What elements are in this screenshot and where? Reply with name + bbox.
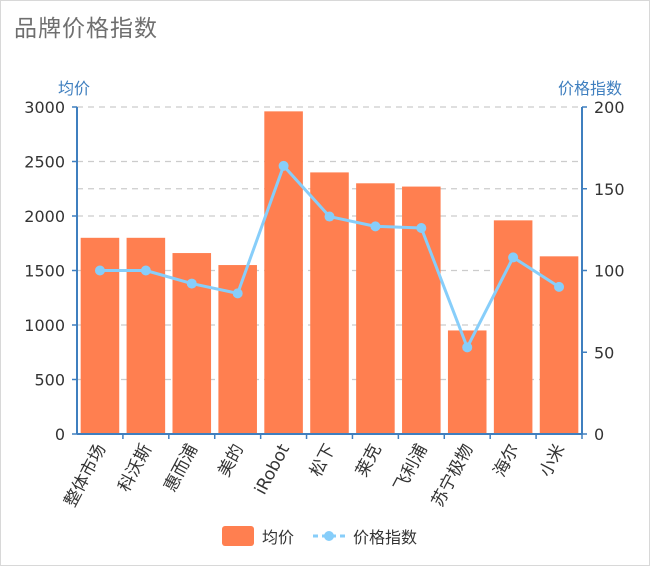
- x-tick-label: 美的: [214, 441, 248, 480]
- left-tick-label: 1000: [24, 316, 65, 335]
- x-tick-label: 海尔: [490, 441, 524, 480]
- right-tick-label: 200: [594, 98, 625, 117]
- left-tick-label: 0: [55, 425, 65, 444]
- price-index-point-7: [416, 222, 427, 233]
- bar-9: [493, 220, 533, 434]
- left-axis-label: 均价: [58, 79, 90, 98]
- x-tick-label: 松下: [306, 441, 340, 480]
- right-axis-label: 价格指数: [558, 79, 622, 98]
- x-tick-label: 苏宁极物: [428, 441, 478, 510]
- x-tick-label: iRobot: [251, 441, 294, 498]
- x-tick-label: 科沃斯: [115, 441, 157, 495]
- price-index-point-4: [278, 160, 289, 171]
- right-tick-label: 50: [594, 343, 614, 362]
- legend-swatch-point: [324, 531, 334, 541]
- x-tick-label: 整体市场: [61, 441, 111, 510]
- x-tick-label: 惠而浦: [161, 441, 203, 495]
- legend-swatch-bar: [222, 526, 254, 546]
- legend-label-line: 价格指数: [353, 528, 417, 547]
- price-index-point-3: [232, 288, 243, 299]
- price-index-point-2: [186, 278, 197, 289]
- x-tick-label: 飞利浦: [390, 441, 432, 495]
- right-tick-label: 0: [594, 425, 604, 444]
- left-tick-label: 500: [34, 371, 65, 390]
- price-index-point-10: [554, 281, 565, 292]
- x-tick-label: 小米: [536, 441, 570, 480]
- price-index-point-8: [462, 342, 473, 353]
- bar-4: [264, 111, 303, 435]
- bar-6: [356, 183, 395, 434]
- price-index-point-9: [508, 252, 519, 263]
- legend-label-bar: 均价: [262, 528, 294, 547]
- chart-title: 品牌价格指数: [14, 16, 158, 42]
- x-tick-label: 莱克: [352, 441, 386, 480]
- left-tick-label: 3000: [24, 98, 65, 117]
- right-tick-label: 150: [594, 180, 625, 199]
- left-tick-label: 2000: [24, 207, 65, 226]
- right-tick-label: 100: [594, 262, 625, 281]
- left-tick-label: 1500: [24, 262, 65, 281]
- price-index-point-5: [324, 211, 335, 222]
- left-tick-label: 2500: [24, 153, 65, 172]
- price-index-point-1: [140, 265, 151, 276]
- price-index-point-0: [94, 265, 105, 276]
- price-index-point-6: [370, 221, 381, 232]
